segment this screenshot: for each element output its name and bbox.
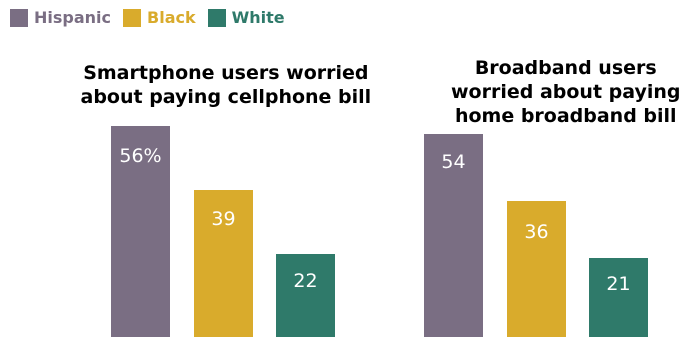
chart-title-line: about paying cellphone bill <box>80 86 372 108</box>
legend-label: Hispanic <box>34 8 112 27</box>
bar-value-label: 22 <box>293 270 318 292</box>
bar-value-label: 21 <box>606 273 631 295</box>
bar-1-white <box>276 254 335 337</box>
bar-value-label: 36 <box>524 221 549 243</box>
legend-swatch <box>123 9 142 27</box>
legend-item-white: White <box>207 8 285 27</box>
bar-1-black <box>194 190 253 337</box>
legend-label: Black <box>147 8 196 27</box>
chart-title-line: home broadband bill <box>454 105 677 127</box>
legend-label: White <box>231 8 285 27</box>
legend-item-hispanic: Hispanic <box>10 9 111 27</box>
bar-2-white <box>589 258 648 337</box>
bar-value-label: 54 <box>441 151 466 173</box>
chart-title-2: Broadband users worried about paying home … <box>451 56 681 128</box>
legend: Hispanic Black White <box>10 9 297 27</box>
chart-title-line: Smartphone users worried <box>83 62 369 84</box>
bar-2-hispanic <box>424 134 483 337</box>
chart-title-line: worried about paying <box>451 81 681 103</box>
bar-1-hispanic <box>111 126 170 337</box>
bar-2-black <box>507 201 566 337</box>
legend-swatch <box>207 9 226 27</box>
legend-item-black: Black <box>123 9 196 27</box>
bar-value-label: 39 <box>211 208 236 230</box>
chart-title-1: Smartphone users worried about paying cel… <box>81 61 372 109</box>
legend-swatch <box>10 9 28 27</box>
chart-title-line: Broadband users <box>474 57 657 79</box>
bar-value-label: 56% <box>119 145 162 167</box>
